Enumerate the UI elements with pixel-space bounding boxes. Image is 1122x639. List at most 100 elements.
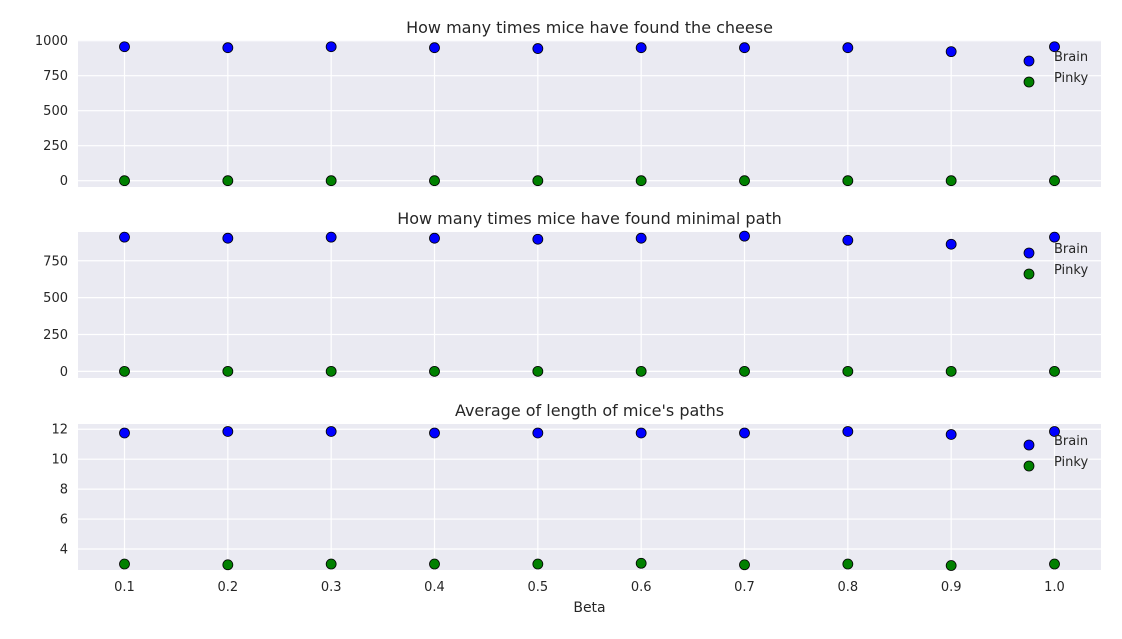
data-point (429, 232, 440, 244)
x-tick-label: 0.7 (734, 580, 755, 595)
legend-marker (1023, 460, 1035, 472)
data-point (222, 42, 234, 54)
y-tick-label: 6 (60, 513, 68, 528)
legend-label: Brain (1054, 50, 1088, 65)
y-tick-label: 750 (43, 254, 68, 269)
plot-area (78, 424, 1101, 570)
data-point (325, 231, 337, 243)
data-point (429, 427, 440, 439)
data-point (325, 558, 337, 570)
series-brain (119, 426, 1060, 440)
y-tick-label: 10 (51, 453, 68, 468)
data-point (739, 230, 750, 242)
data-point (739, 175, 750, 187)
x-tick-label: 0.3 (321, 580, 342, 595)
y-tick-label: 4 (60, 543, 68, 558)
y-tick-label: 250 (43, 139, 68, 154)
chart-title: How many times mice have found minimal p… (397, 209, 782, 228)
data-point (325, 41, 337, 53)
x-axis-label: Beta (573, 600, 605, 616)
y-tick-label: 0 (60, 365, 68, 380)
subplot-3: 4 6 8 10 12 0.1 0.2 0.3 0.4 0.5 0.6 0.7 0.8 0.9 1.0 Ave… (51, 401, 1101, 616)
data-point (222, 175, 234, 187)
data-point (119, 365, 130, 377)
data-point (429, 558, 440, 570)
data-point (635, 557, 647, 569)
data-point (532, 175, 544, 187)
y-tick-label: 12 (51, 423, 68, 438)
legend-label: Brain (1054, 434, 1088, 449)
legend-marker (1023, 439, 1035, 451)
data-point (325, 175, 337, 187)
data-point (532, 558, 544, 570)
data-point (222, 232, 234, 244)
series-brain (119, 230, 1060, 250)
chart-title: Average of length of mice's paths (455, 401, 724, 420)
data-point (222, 559, 234, 571)
legend-label: Pinky (1054, 455, 1088, 470)
data-point (1049, 231, 1060, 243)
data-point (635, 427, 647, 439)
y-tick-label: 1000 (35, 34, 68, 49)
data-point (119, 427, 130, 439)
data-point (635, 365, 647, 377)
legend-marker (1023, 76, 1035, 88)
data-point (842, 426, 854, 437)
series-pinky (119, 365, 1060, 377)
x-tick-label: 0.4 (424, 580, 445, 595)
plot-area (78, 232, 1101, 378)
data-point (429, 42, 440, 54)
subplot-2: 0 250 500 750 How many times mice have found… (43, 209, 1101, 380)
x-tick-label: 0.9 (941, 580, 962, 595)
data-point (119, 558, 130, 570)
legend: Brain Pinky (1023, 242, 1088, 280)
data-point (1049, 41, 1060, 53)
legend-label: Pinky (1054, 71, 1088, 86)
data-point (945, 238, 957, 250)
series-brain (119, 41, 1060, 58)
x-tick-label: 0.1 (114, 580, 135, 595)
data-point (945, 429, 957, 440)
legend-marker (1023, 268, 1035, 280)
data-point (945, 365, 957, 377)
data-point (325, 365, 337, 377)
x-tick-label: 0.5 (527, 580, 548, 595)
chart-title: How many times mice have found the chees… (406, 18, 773, 37)
data-point (119, 41, 130, 53)
data-point (842, 558, 854, 570)
y-tick-label: 500 (43, 104, 68, 119)
data-point (739, 365, 750, 377)
plot-area (78, 40, 1101, 187)
y-tick-label: 0 (60, 174, 68, 189)
y-tick-label: 750 (43, 69, 68, 84)
data-point (325, 426, 337, 437)
data-point (635, 42, 647, 54)
data-point (429, 175, 440, 187)
data-point (222, 365, 234, 377)
data-point (842, 234, 854, 246)
data-point (532, 233, 544, 245)
x-tick-label: 1.0 (1044, 580, 1065, 595)
legend-label: Brain (1054, 242, 1088, 257)
legend-label: Pinky (1054, 263, 1088, 278)
legend-marker (1023, 55, 1035, 67)
data-point (1049, 175, 1060, 187)
data-point (429, 365, 440, 377)
data-point (532, 43, 544, 54)
data-point (945, 175, 957, 187)
data-point (842, 42, 854, 54)
legend: Brain Pinky (1023, 50, 1088, 88)
data-point (739, 427, 750, 439)
subplot-1: 0 250 500 750 1000 How many times mice have f… (35, 18, 1101, 189)
data-point (842, 365, 854, 377)
data-point (635, 232, 647, 244)
data-point (532, 365, 544, 377)
data-point (532, 427, 544, 439)
x-tick-label: 0.8 (837, 580, 858, 595)
data-point (945, 560, 957, 571)
data-point (635, 175, 647, 187)
series-pinky (119, 175, 1060, 187)
data-point (119, 231, 130, 243)
data-point (945, 46, 957, 58)
